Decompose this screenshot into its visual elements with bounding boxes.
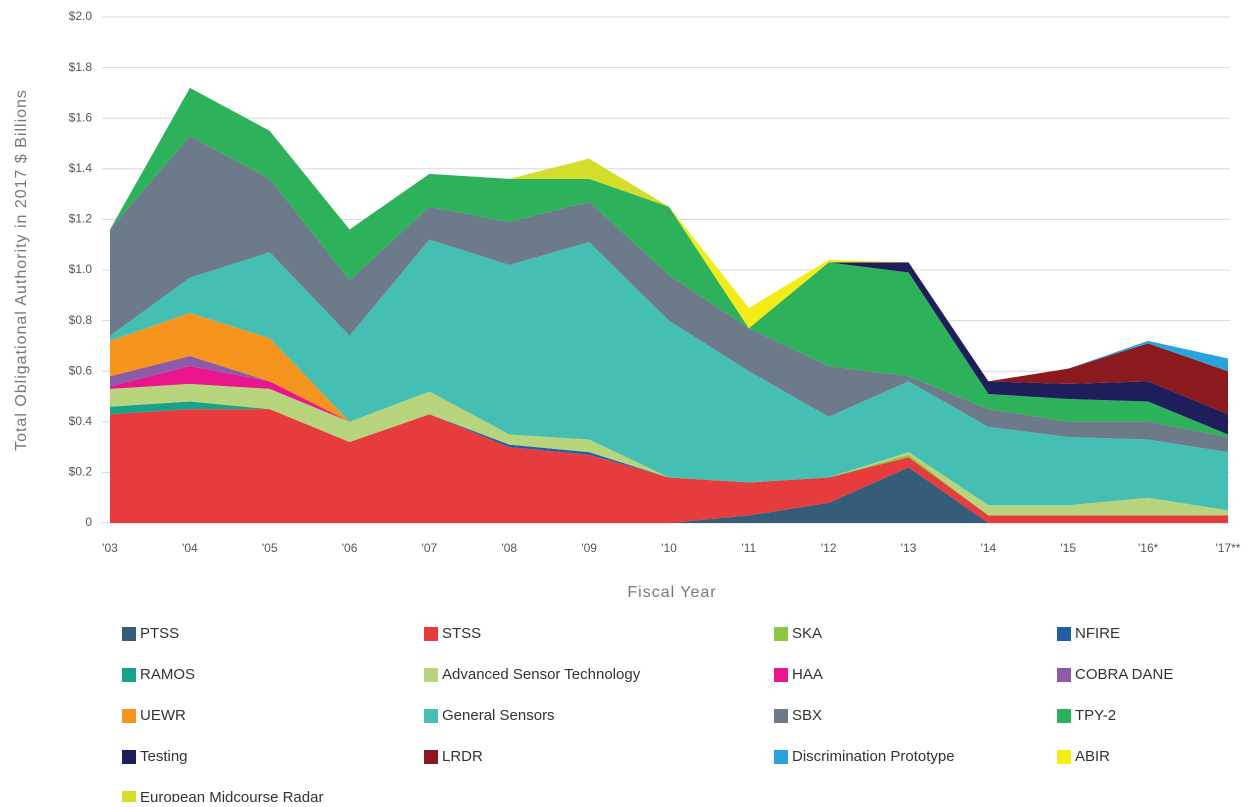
y-tick-label: $0.2 [69, 465, 93, 479]
legend-swatch [122, 668, 136, 682]
legend-label: COBRA DANE [1075, 666, 1173, 683]
legend-swatch [424, 709, 438, 723]
area [110, 87, 1228, 435]
legend-swatch [424, 627, 438, 641]
legend-swatch [774, 627, 788, 641]
legend-label: Advanced Sensor Technology [442, 666, 641, 683]
area [110, 313, 1228, 511]
x-tick-label: '14 [981, 541, 997, 555]
area [110, 87, 1228, 415]
area [110, 467, 1228, 523]
x-tick-label: '13 [901, 541, 917, 555]
x-tick-label: '09 [581, 541, 597, 555]
y-tick-label: $1.2 [69, 212, 93, 226]
x-axis-label: Fiscal Year [627, 584, 716, 601]
y-tick-label: $1.6 [69, 110, 93, 124]
y-axis-label: Total Obligational Authority in 2017 $ B… [13, 89, 30, 451]
y-tick-label: $2.0 [69, 9, 93, 23]
legend-swatch [122, 627, 136, 641]
legend-label: Testing [140, 748, 188, 765]
x-tick-label: '03 [102, 541, 118, 555]
x-tick-label: '11 [741, 541, 756, 555]
legend-label: NFIRE [1075, 625, 1120, 642]
x-tick-label: '17** [1216, 541, 1241, 555]
legend-label: TPY-2 [1075, 707, 1116, 724]
legend-label: STSS [442, 625, 481, 642]
legend-label: ABIR [1075, 748, 1110, 765]
x-tick-label: '04 [182, 541, 198, 555]
area [110, 87, 1228, 437]
legend-swatch [122, 709, 136, 723]
y-tick-label: $1.4 [69, 161, 93, 175]
area [110, 239, 1228, 511]
legend-swatch [1057, 709, 1071, 723]
legend-swatch [424, 750, 438, 764]
y-tick-label: $1.8 [69, 60, 93, 74]
x-tick-label: '08 [501, 541, 517, 555]
legend-swatch [122, 791, 136, 805]
y-tick-label: $1.0 [69, 262, 93, 276]
x-tick-label: '07 [422, 541, 438, 555]
legend-label: European Midcourse Radar [140, 789, 323, 802]
legend-swatch [1057, 750, 1071, 764]
legend-swatch [424, 668, 438, 682]
legend-swatch [1057, 668, 1071, 682]
legend-label: LRDR [442, 748, 483, 765]
area [110, 356, 1228, 511]
legend-label: RAMOS [140, 666, 195, 683]
x-tick-label: '12 [821, 541, 837, 555]
legend-label: General Sensors [442, 707, 555, 724]
y-tick-label: $0.6 [69, 363, 93, 377]
x-tick-label: '06 [342, 541, 358, 555]
legend-label: SBX [792, 707, 822, 724]
x-tick-label: '10 [661, 541, 677, 555]
area [110, 366, 1228, 511]
x-tick-label: '15 [1060, 541, 1076, 555]
x-tick-label: '05 [262, 541, 278, 555]
legend-label: Discrimination Prototype [792, 748, 955, 765]
y-tick-label: 0 [85, 515, 92, 529]
area [110, 383, 1228, 516]
legend-label: SKA [792, 625, 822, 642]
legend-swatch [1057, 627, 1071, 641]
legend-swatch [122, 750, 136, 764]
area [110, 135, 1228, 453]
y-tick-label: $0.8 [69, 313, 93, 327]
legend-swatch [774, 750, 788, 764]
legend-label: HAA [792, 666, 823, 683]
legend-swatch [774, 709, 788, 723]
legend-swatch [774, 668, 788, 682]
area [110, 409, 1228, 523]
x-tick-label: '16* [1138, 541, 1159, 555]
legend-label: PTSS [140, 625, 179, 642]
y-tick-label: $0.4 [69, 414, 93, 428]
legend-label: UEWR [140, 707, 186, 724]
